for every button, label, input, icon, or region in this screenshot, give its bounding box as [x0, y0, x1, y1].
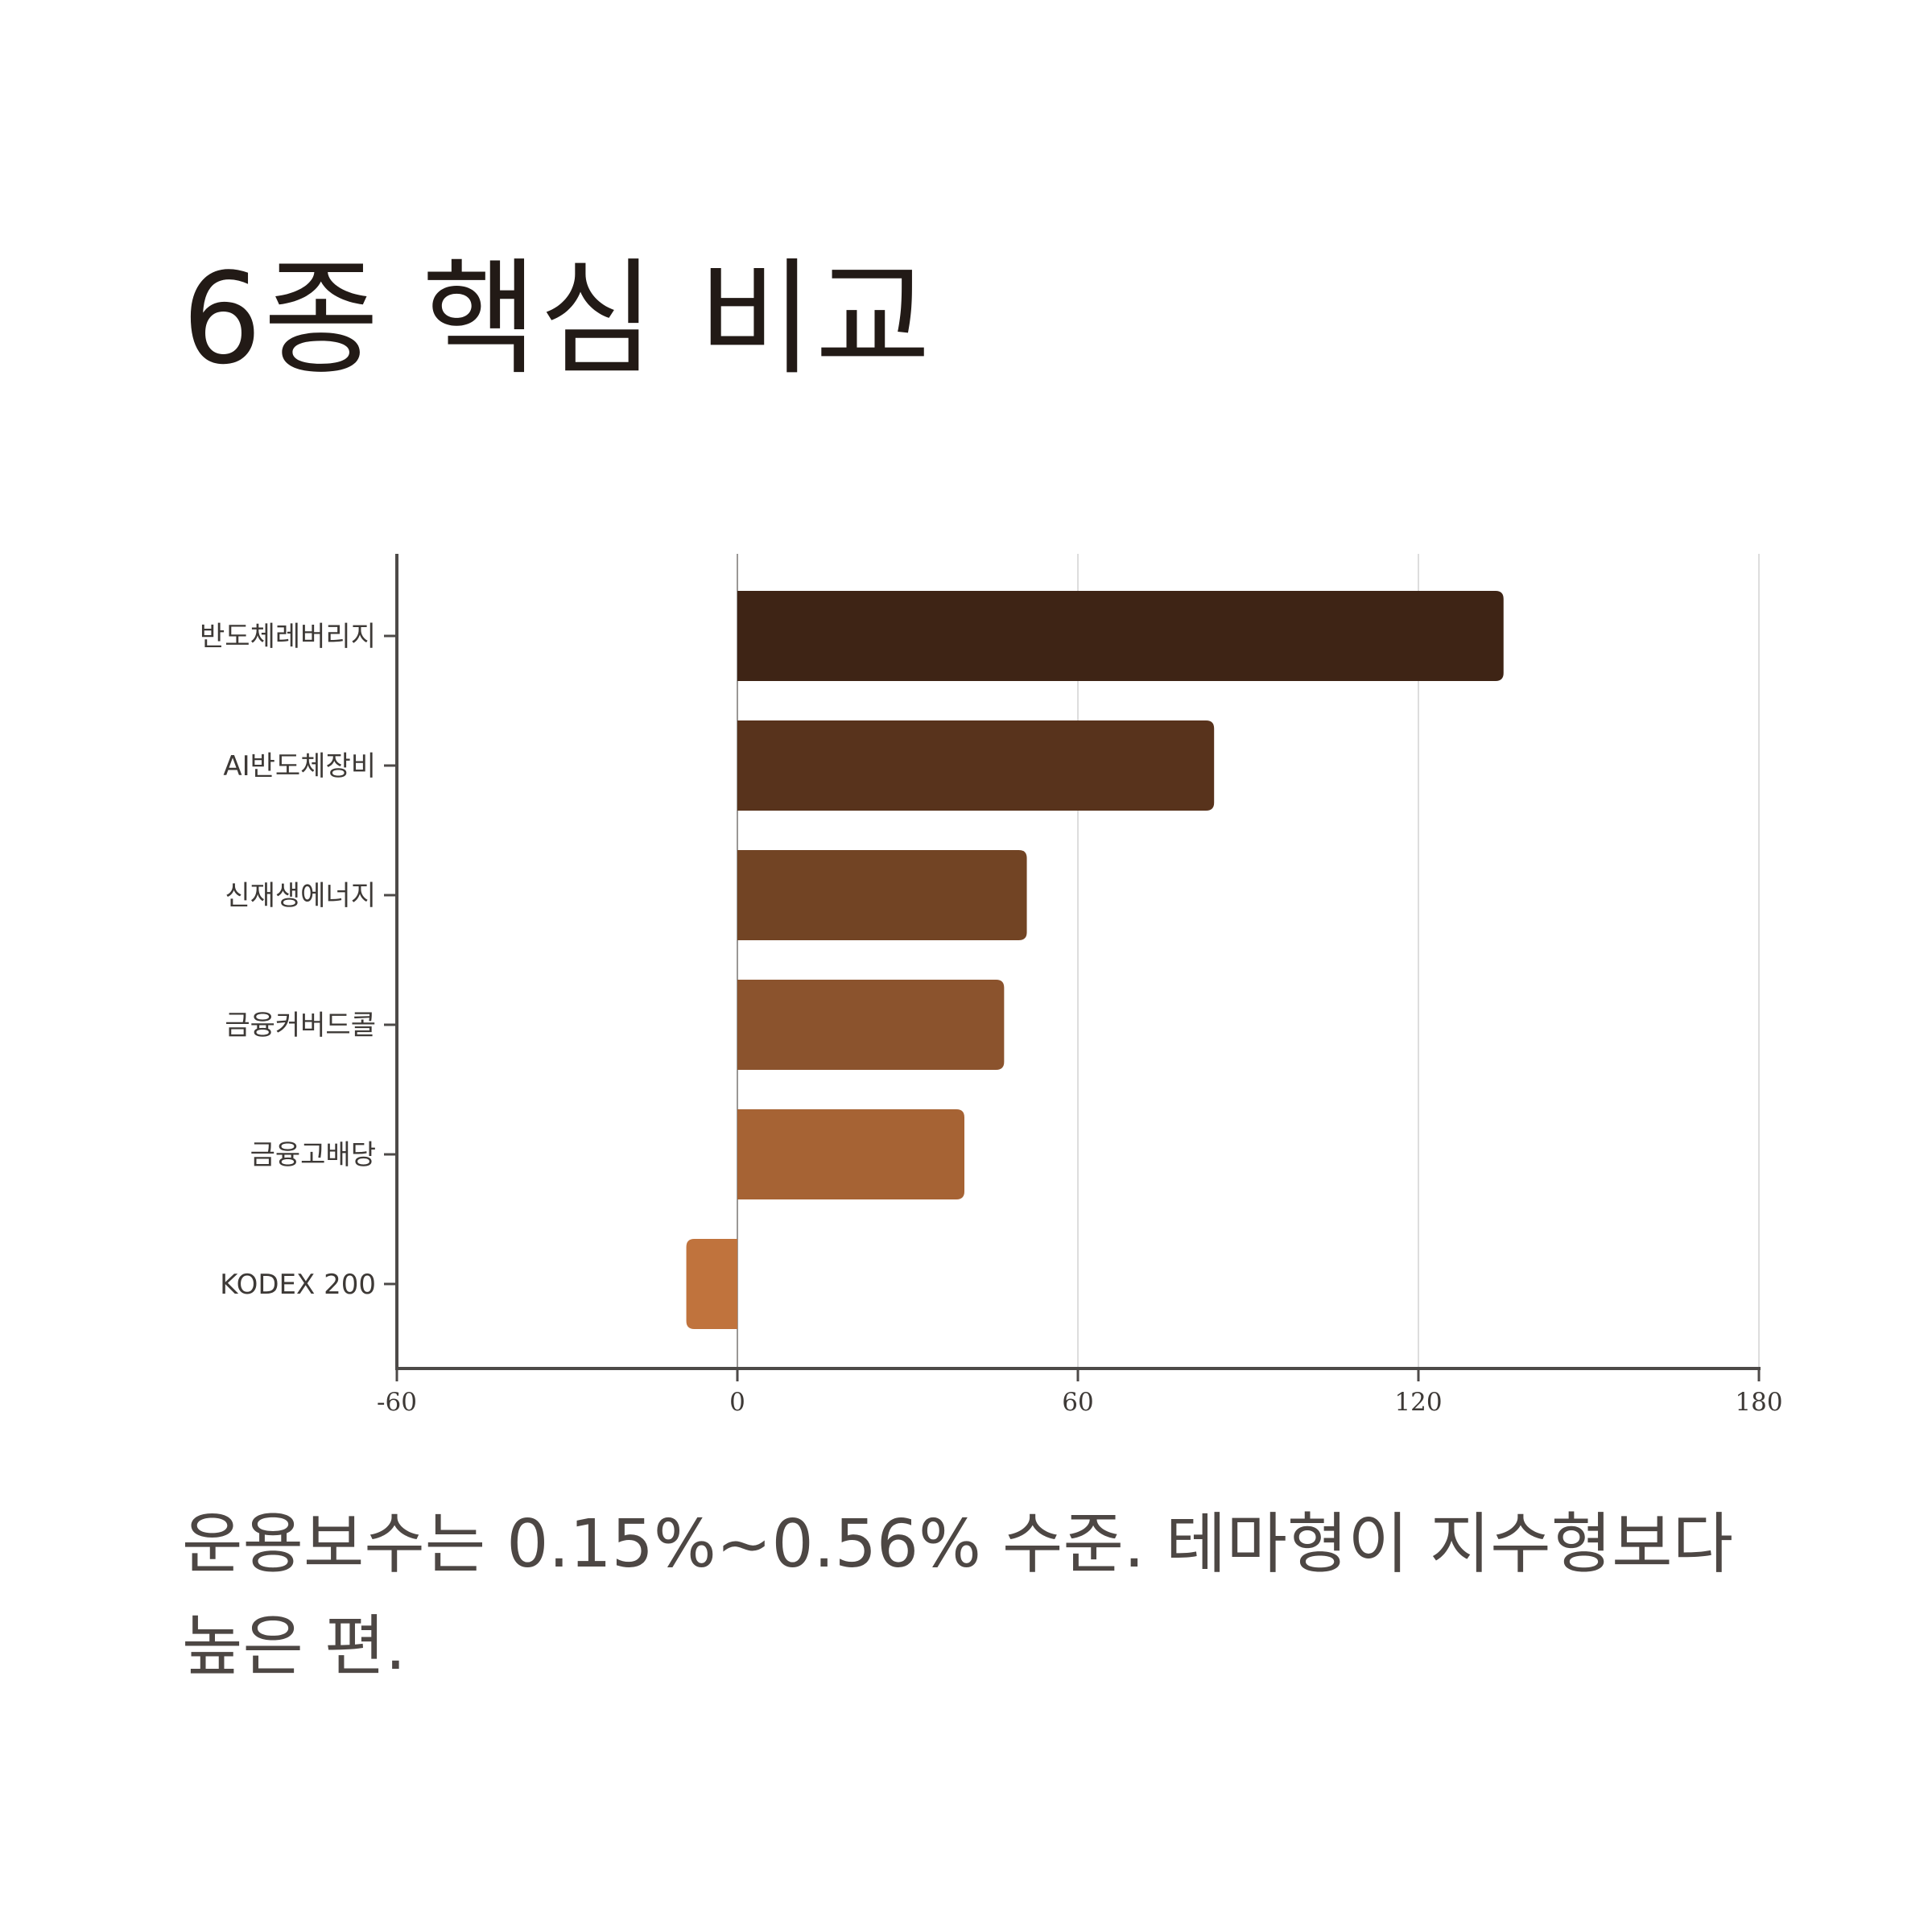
chart-caption: 운용보수는 0.15%~0.56% 수준. 테마형이 지수형보다 높은 편. [182, 1506, 1734, 1686]
y-tick-label: KODEX 200 [220, 1269, 376, 1301]
x-tick-label: 0 [729, 1388, 745, 1417]
bars [686, 591, 1504, 1329]
y-tick-label: 금융커버드콜 [225, 1009, 376, 1042]
y-tick-label: 금융고배당 [250, 1139, 376, 1171]
y-tick-label: 신재생에너지 [225, 880, 376, 912]
x-tick-label: -60 [377, 1388, 417, 1417]
x-tick-label: 60 [1062, 1388, 1093, 1417]
bar-1 [737, 591, 1504, 681]
x-tick-label: 120 [1394, 1388, 1442, 1417]
bar-2 [737, 720, 1215, 811]
bar-6 [686, 1239, 737, 1329]
x-tick-label: 180 [1735, 1388, 1782, 1417]
bar-3 [737, 850, 1027, 940]
grid-lines [737, 554, 1760, 1368]
page-title: 6종 핵심 비교 [182, 246, 933, 392]
bar-5 [737, 1109, 964, 1199]
bar-4 [737, 980, 1005, 1070]
axes [384, 554, 1761, 1381]
y-tick-label: 반도체레버리지 [200, 621, 376, 653]
y-tick-label: AI반도체장비 [223, 750, 376, 782]
